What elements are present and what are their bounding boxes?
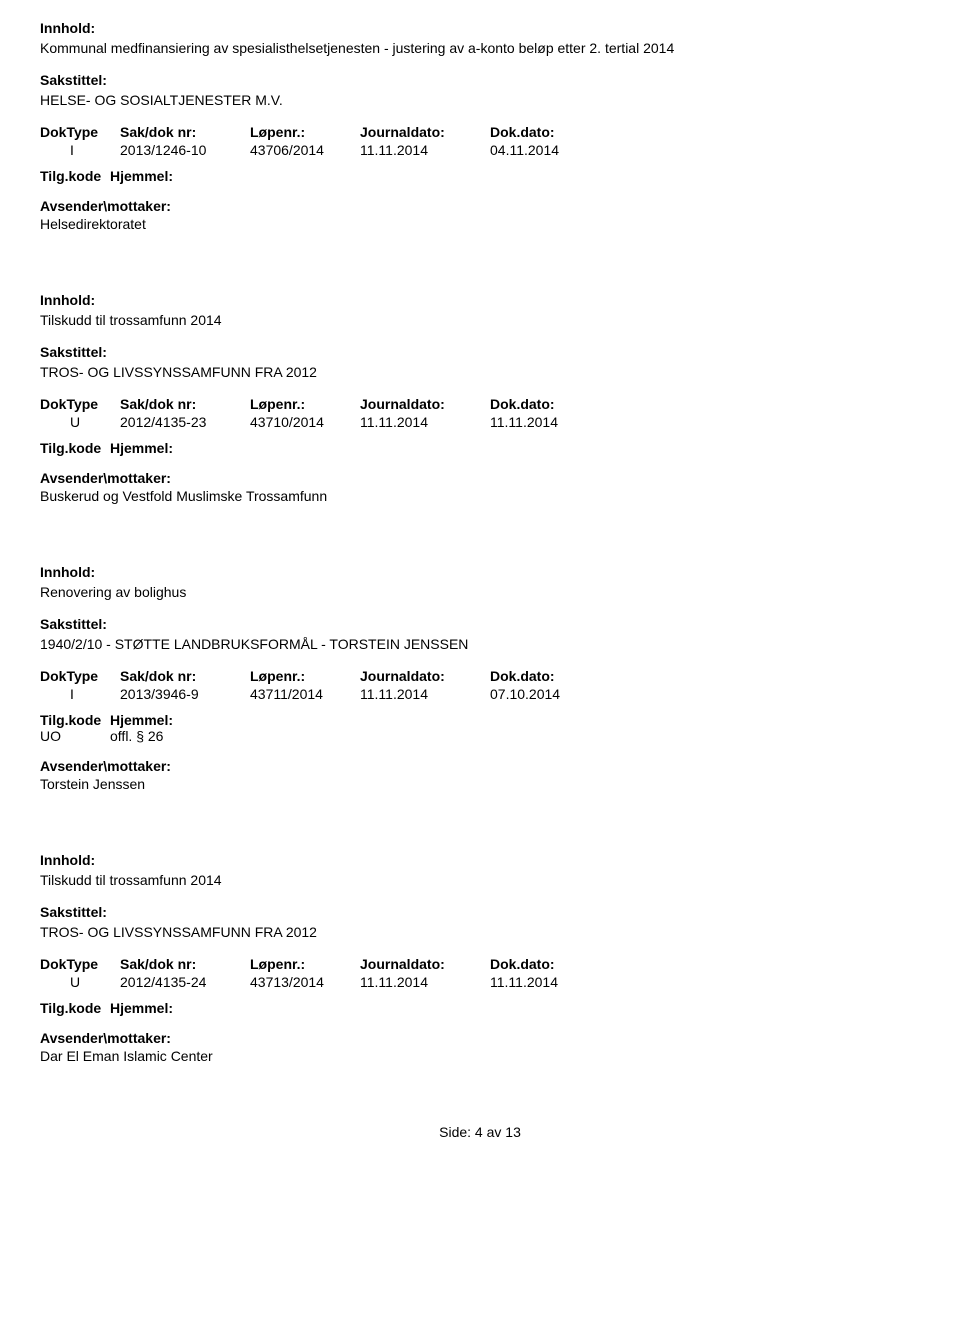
tilgkode-label: Tilg.kode: [40, 1000, 90, 1016]
dokdato-header: Dok.dato:: [490, 396, 600, 412]
sakdoknr-header: Sak/dok nr:: [120, 124, 250, 140]
dokdato-header: Dok.dato:: [490, 668, 600, 684]
innhold-value: Tilskudd til trossamfunn 2014: [40, 872, 920, 888]
tilgkode-row: Tilg.kode Hjemmel:: [40, 440, 920, 456]
tilgkode-label: Tilg.kode: [40, 712, 90, 728]
table-header-row: DokType Sak/dok nr: Løpenr.: Journaldato…: [40, 668, 920, 684]
doktype-value: I: [40, 142, 120, 158]
innhold-label: Innhold:: [40, 20, 920, 36]
innhold-value: Kommunal medfinansiering av spesialisthe…: [40, 40, 920, 56]
lopenr-header: Løpenr.:: [250, 396, 360, 412]
hjemmel-label: Hjemmel:: [110, 440, 920, 456]
journaldato-value: 11.11.2014: [360, 974, 490, 990]
doktype-value: I: [40, 686, 120, 702]
journaldato-header: Journaldato:: [360, 396, 490, 412]
avsender-value: Buskerud og Vestfold Muslimske Trossamfu…: [40, 488, 920, 504]
hjemmel-label: Hjemmel:: [110, 168, 920, 184]
doktype-header: DokType: [40, 396, 120, 412]
doktype-value: U: [40, 974, 120, 990]
journal-record: Innhold: Kommunal medfinansiering av spe…: [40, 20, 920, 232]
page-footer: Side: 4 av 13: [40, 1124, 920, 1140]
sakdoknr-header: Sak/dok nr:: [120, 668, 250, 684]
journaldato-value: 11.11.2014: [360, 414, 490, 430]
dokdato-header: Dok.dato:: [490, 124, 600, 140]
innhold-label: Innhold:: [40, 564, 920, 580]
journal-record: Innhold: Tilskudd til trossamfunn 2014 S…: [40, 292, 920, 504]
avsender-label: Avsender\mottaker:: [40, 198, 920, 214]
tilgkode-row: Tilg.kode Hjemmel:: [40, 168, 920, 184]
tilgkode-label: Tilg.kode: [40, 168, 90, 184]
hjemmel-label: Hjemmel:: [110, 1000, 920, 1016]
sakdoknr-value: 2012/4135-23: [120, 414, 250, 430]
sakdoknr-value: 2013/3946-9: [120, 686, 250, 702]
lopenr-header: Løpenr.:: [250, 124, 360, 140]
journal-record: Innhold: Tilskudd til trossamfunn 2014 S…: [40, 852, 920, 1064]
page-number: Side: 4 av 13: [439, 1124, 521, 1140]
avsender-label: Avsender\mottaker:: [40, 1030, 920, 1046]
lopenr-header: Løpenr.:: [250, 956, 360, 972]
journaldato-value: 11.11.2014: [360, 142, 490, 158]
dokdato-value: 04.11.2014: [490, 142, 600, 158]
sakdoknr-value: 2012/4135-24: [120, 974, 250, 990]
innhold-label: Innhold:: [40, 292, 920, 308]
doktype-value: U: [40, 414, 120, 430]
journaldato-header: Journaldato:: [360, 956, 490, 972]
dokdato-value: 07.10.2014: [490, 686, 600, 702]
sakstittel-label: Sakstittel:: [40, 616, 920, 632]
avsender-value: Helsedirektoratet: [40, 216, 920, 232]
sakstittel-label: Sakstittel:: [40, 344, 920, 360]
table-data-row: I 2013/1246-10 43706/2014 11.11.2014 04.…: [40, 142, 920, 158]
table-data-row: U 2012/4135-24 43713/2014 11.11.2014 11.…: [40, 974, 920, 990]
journaldato-header: Journaldato:: [360, 668, 490, 684]
sakstittel-value: HELSE- OG SOSIALTJENESTER M.V.: [40, 92, 920, 108]
avsender-label: Avsender\mottaker:: [40, 470, 920, 486]
doktype-header: DokType: [40, 668, 120, 684]
tilgkode-label: Tilg.kode: [40, 440, 90, 456]
sakstittel-value: TROS- OG LIVSSYNSSAMFUNN FRA 2012: [40, 364, 920, 380]
sakdoknr-value: 2013/1246-10: [120, 142, 250, 158]
dokdato-value: 11.11.2014: [490, 974, 600, 990]
lopenr-value: 43710/2014: [250, 414, 360, 430]
avsender-label: Avsender\mottaker:: [40, 758, 920, 774]
doktype-header: DokType: [40, 124, 120, 140]
table-data-row: I 2013/3946-9 43711/2014 11.11.2014 07.1…: [40, 686, 920, 702]
sakstittel-value: TROS- OG LIVSSYNSSAMFUNN FRA 2012: [40, 924, 920, 940]
journaldato-value: 11.11.2014: [360, 686, 490, 702]
tilgkode-row: Tilg.kode Hjemmel:: [40, 1000, 920, 1016]
hjemmel-value: offl. § 26: [110, 728, 920, 744]
avsender-value: Dar El Eman Islamic Center: [40, 1048, 920, 1064]
lopenr-value: 43711/2014: [250, 686, 360, 702]
sakdoknr-header: Sak/dok nr:: [120, 396, 250, 412]
dokdato-value: 11.11.2014: [490, 414, 600, 430]
table-header-row: DokType Sak/dok nr: Løpenr.: Journaldato…: [40, 124, 920, 140]
innhold-label: Innhold:: [40, 852, 920, 868]
avsender-value: Torstein Jenssen: [40, 776, 920, 792]
dokdato-header: Dok.dato:: [490, 956, 600, 972]
sakdoknr-header: Sak/dok nr:: [120, 956, 250, 972]
doktype-header: DokType: [40, 956, 120, 972]
innhold-value: Renovering av bolighus: [40, 584, 920, 600]
lopenr-value: 43713/2014: [250, 974, 360, 990]
table-header-row: DokType Sak/dok nr: Løpenr.: Journaldato…: [40, 396, 920, 412]
lopenr-value: 43706/2014: [250, 142, 360, 158]
table-data-row: U 2012/4135-23 43710/2014 11.11.2014 11.…: [40, 414, 920, 430]
sakstittel-label: Sakstittel:: [40, 72, 920, 88]
journaldato-header: Journaldato:: [360, 124, 490, 140]
innhold-value: Tilskudd til trossamfunn 2014: [40, 312, 920, 328]
lopenr-header: Løpenr.:: [250, 668, 360, 684]
tilgkode-value: UO: [40, 728, 90, 744]
sakstittel-value: 1940/2/10 - STØTTE LANDBRUKSFORMÅL - TOR…: [40, 636, 920, 652]
hjemmel-label: Hjemmel:: [110, 712, 920, 728]
sakstittel-label: Sakstittel:: [40, 904, 920, 920]
journal-record: Innhold: Renovering av bolighus Sakstitt…: [40, 564, 920, 792]
tilgkode-row: Tilg.kode UO Hjemmel: offl. § 26: [40, 712, 920, 744]
table-header-row: DokType Sak/dok nr: Løpenr.: Journaldato…: [40, 956, 920, 972]
